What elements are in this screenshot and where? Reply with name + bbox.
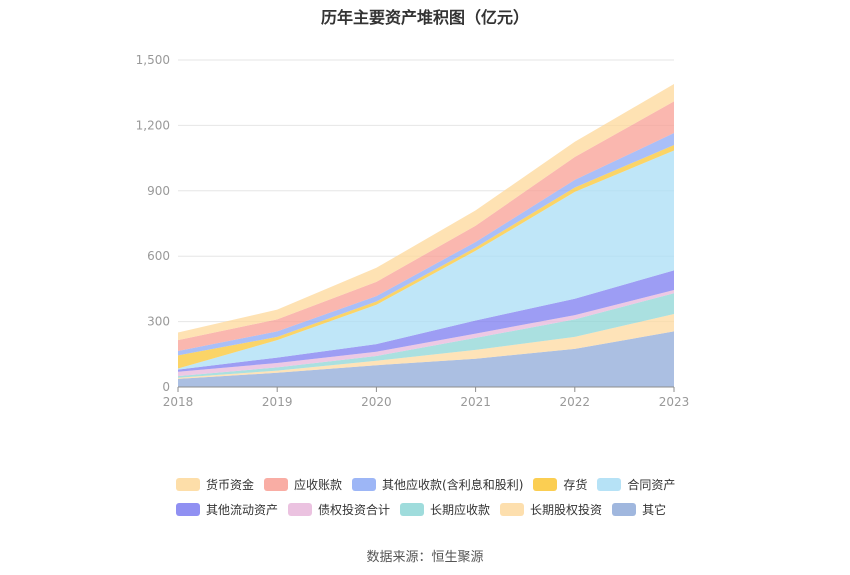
legend-item[interactable]: 长期股权投资 xyxy=(500,501,602,518)
legend-swatch xyxy=(533,478,558,491)
legend-item[interactable]: 合同资产 xyxy=(597,476,675,493)
y-tick-label: 0 xyxy=(162,380,170,394)
x-tick-label: 2022 xyxy=(560,395,591,409)
legend-row: 其他流动资产 债权投资合计 长期应收款 长期股权投资 其它 xyxy=(176,497,696,522)
legend-row: 货币资金 应收账款 其他应收款(含利息和股利) 存货 合同资产 xyxy=(176,472,696,497)
y-tick-label: 300 xyxy=(147,315,170,329)
axes: 0 300 600 900 1,200 1,500 2018 2019 2020 2021 2022… xyxy=(136,53,690,409)
legend-label: 存货 xyxy=(563,478,588,492)
legend-label: 货币资金 xyxy=(206,478,255,492)
legend-label: 长期应收款 xyxy=(430,503,491,517)
y-tick-label: 1,200 xyxy=(136,118,170,132)
legend-label: 合同资产 xyxy=(627,478,676,492)
legend-item[interactable]: 债权投资合计 xyxy=(288,501,390,518)
y-tick-label: 600 xyxy=(147,249,170,263)
legend-item[interactable]: 其它 xyxy=(612,501,666,518)
source-note: 数据来源：恒生聚源 xyxy=(366,550,484,565)
legend-swatch xyxy=(352,478,377,491)
x-tick-label: 2023 xyxy=(659,395,690,409)
legend-item[interactable]: 长期应收款 xyxy=(400,501,490,518)
legend-item[interactable]: 存货 xyxy=(533,476,587,493)
legend-item[interactable]: 货币资金 xyxy=(176,476,254,493)
legend-swatch xyxy=(264,478,289,491)
legend-swatch xyxy=(176,478,200,491)
legend-label: 债权投资合计 xyxy=(318,503,391,517)
area-series-0 xyxy=(178,331,674,387)
area-layer xyxy=(178,84,674,387)
legend-swatch xyxy=(400,503,425,516)
area-series-3 xyxy=(178,290,674,377)
legend-item[interactable]: 应收账款 xyxy=(264,476,342,493)
x-tick-label: 2020 xyxy=(361,395,392,409)
legend-swatch xyxy=(176,503,200,516)
x-tick-label: 2021 xyxy=(460,395,491,409)
x-tick-label: 2019 xyxy=(262,395,293,409)
area-series-5 xyxy=(178,150,674,370)
x-tick-label: 2018 xyxy=(163,395,194,409)
legend-swatch xyxy=(612,503,637,516)
legend-item[interactable]: 其他应收款(含利息和股利) xyxy=(352,476,523,493)
legend-label: 其它 xyxy=(642,503,667,517)
legend-label: 其他流动资产 xyxy=(206,503,279,517)
area-series-1 xyxy=(178,314,674,379)
legend-item[interactable]: 其他流动资产 xyxy=(176,501,278,518)
legend-swatch xyxy=(500,503,525,516)
area-series-2 xyxy=(178,293,674,378)
legend-label: 应收账款 xyxy=(294,478,343,492)
legend-label: 长期股权投资 xyxy=(530,503,603,517)
y-tick-label: 900 xyxy=(147,184,170,198)
legend-label: 其他应收款(含利息和股利) xyxy=(382,478,524,492)
legend: 货币资金 应收账款 其他应收款(含利息和股利) 存货 合同资产其他流动资产 债权投资合计 长… xyxy=(176,472,696,522)
y-tick-label: 1,500 xyxy=(136,53,170,67)
chart-title: 历年主要资产堆积图（亿元） xyxy=(320,8,529,27)
legend-swatch xyxy=(597,478,622,491)
legend-swatch xyxy=(288,503,313,516)
